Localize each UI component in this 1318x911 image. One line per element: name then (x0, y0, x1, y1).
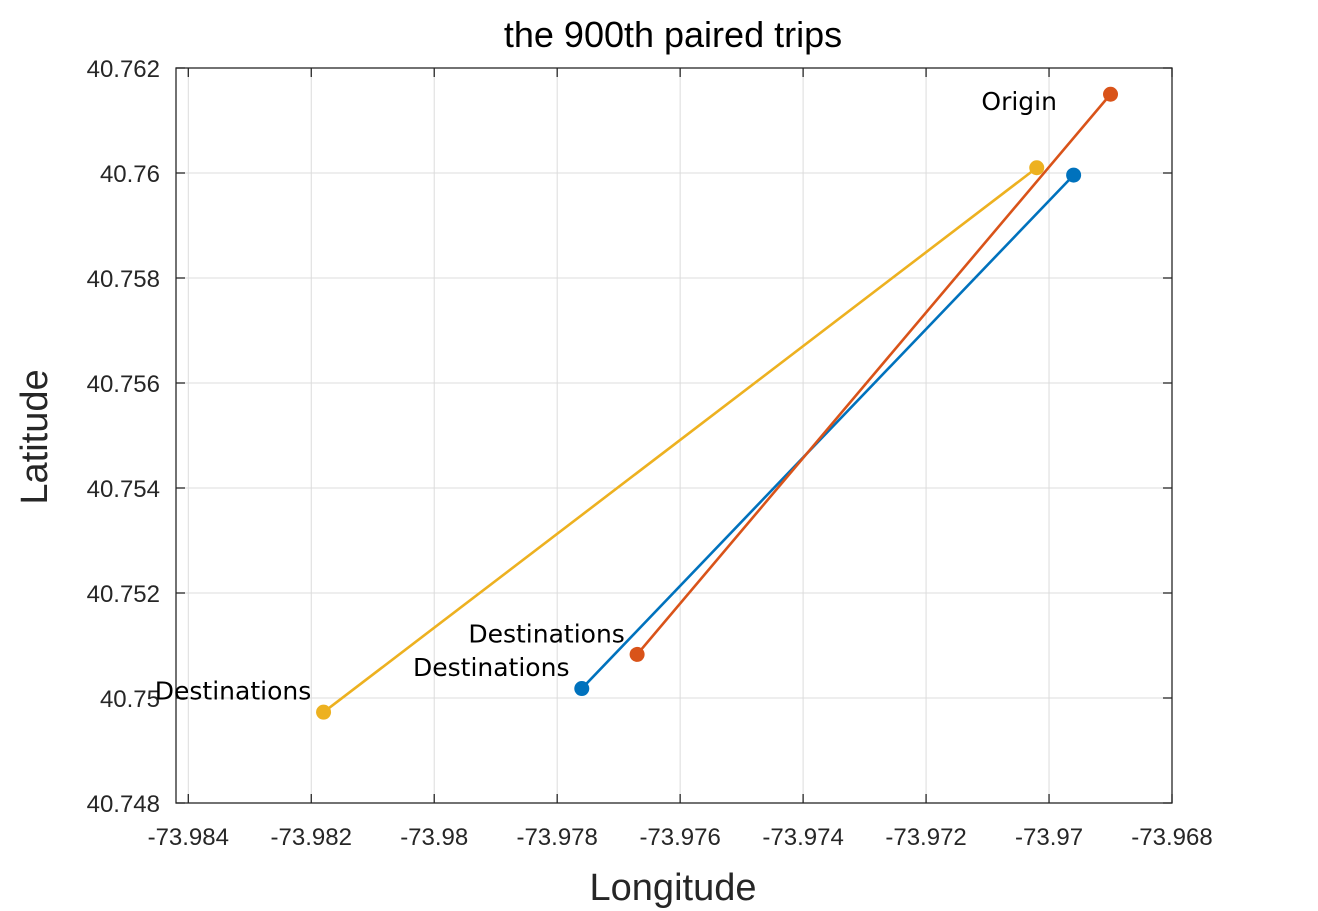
y-tick-label: 40.748 (87, 791, 160, 818)
y-tick-label: 40.762 (87, 56, 160, 83)
y-tick-label: 40.76 (100, 161, 160, 188)
annotation-3: Destinations (155, 677, 311, 706)
annotation-1: Destinations (468, 619, 624, 648)
x-tick-label: -73.982 (271, 824, 352, 851)
y-tick-label: 40.758 (87, 266, 160, 293)
annotation-0: Origin (981, 87, 1057, 116)
annotation-2: Destinations (413, 653, 569, 682)
y-tick-label: 40.756 (87, 371, 160, 398)
series-point-0-0 (1066, 167, 1082, 183)
x-tick-label: -73.98 (400, 824, 468, 851)
y-tick-label: 40.752 (87, 581, 160, 608)
series-group (316, 86, 1119, 720)
series-point-1-0 (1103, 86, 1119, 102)
y-tick-label: 40.754 (87, 476, 160, 503)
x-tick-label: -73.972 (885, 824, 966, 851)
series-line-1 (636, 93, 1112, 656)
chart-title: the 900th paired trips (504, 14, 842, 55)
x-tick-label: -73.974 (762, 824, 843, 851)
series-point-2-0 (1029, 160, 1045, 176)
series-point-1-1 (629, 646, 645, 662)
x-tick-label: -73.984 (148, 824, 229, 851)
y-tick-label: 40.75 (100, 686, 160, 713)
ticks: -73.984 -73.982 -73.98 -73.978 -73.976 -73.97… (87, 56, 1213, 851)
x-tick-label: -73.97 (1015, 824, 1083, 851)
series-line-0 (580, 174, 1075, 690)
series-point-2-1 (316, 704, 332, 720)
series-line-2 (322, 166, 1038, 714)
x-axis-label: Longitude (590, 867, 757, 909)
x-tick-label: -73.968 (1131, 824, 1212, 851)
series-point-0-1 (574, 681, 590, 697)
x-tick-label: -73.976 (639, 824, 720, 851)
plot-frame (175, 67, 1173, 804)
x-tick-label: -73.978 (516, 824, 597, 851)
annotations: Origin Destinations Destinations Destinatio… (155, 87, 1057, 706)
y-axis-label: Latitude (14, 369, 56, 504)
